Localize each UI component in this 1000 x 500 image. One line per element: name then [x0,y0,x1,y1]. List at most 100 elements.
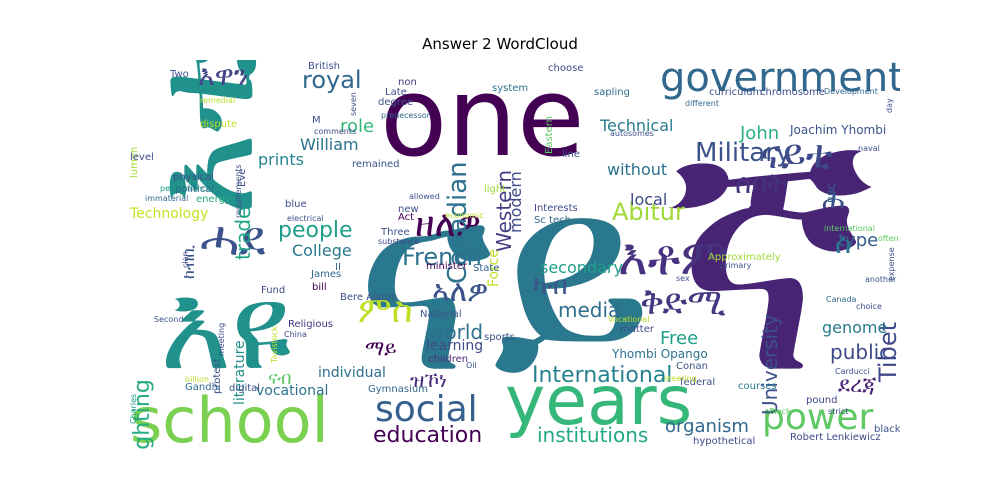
word-religious: Religious [288,319,333,330]
word-local: local [630,190,668,209]
word-predecessor: predecessor [381,111,430,120]
word-pound: pound [806,395,838,406]
word-non: non [398,77,417,88]
word-minister: minister [426,261,468,272]
word-approximately: Approximately [708,252,781,263]
word-political: political [175,184,215,195]
word-m: M [312,115,321,126]
word-often: often [878,234,899,243]
word-carducci: Carducci [835,367,870,376]
word-different: different [685,99,719,108]
word-ethiopic-24: ሰባት [735,167,787,200]
word-new: new [398,204,419,215]
word-ethiopic-21: ምስ [358,290,413,331]
word-power: power [762,397,874,438]
word-ethiopic-6: እዩ [160,258,292,397]
word-interests: Interests [534,203,578,214]
word-ethiopic-2: ናይ [355,129,653,431]
word-china: China [284,330,307,339]
word-gandhi: Gandhi [185,382,221,393]
word-institutions: institutions [537,423,649,447]
word-james: James [311,269,342,280]
word-ethiopic-54: ሰ [835,227,852,260]
word-remained: remained [352,159,400,170]
word-bbc: BBC [827,181,838,203]
word-ethiopic-55: ሐ [822,182,845,215]
word-ethiopic-8: ናይቲ [760,132,833,178]
word-people: people [278,218,353,243]
word-comments: comments [314,127,357,136]
word-steering: steering [664,374,697,383]
word-without: without [607,160,668,179]
word-ethiopic-31: ካብ [533,271,568,301]
word-curriculum: curriculum [709,87,763,98]
word-ethiopic-12: ሓደ [200,211,266,267]
word-late: Late [385,87,407,98]
word-media: media [558,298,621,322]
word-social: social [375,389,478,430]
word-ethiopic-50: ናብ [268,368,292,389]
word-william: William [300,135,359,154]
word-two: Two [170,69,189,80]
word-choose: choose [548,63,584,74]
word-energy: energy [196,194,231,205]
word-role: role [340,116,375,137]
word-ethiopic-13: እዋን [198,60,249,92]
word-seven: seven [349,92,358,116]
word-years: years [505,362,693,441]
word-school: school [130,384,329,451]
word-charles: Charles [129,393,138,424]
word-allowed: allowed [409,192,440,201]
word-billion: billion [185,375,209,384]
word-system: system [492,83,529,94]
word-ethiopic-48: ማይ [365,336,397,360]
word-british: British [308,61,340,72]
word-eastern: Eastern [544,115,555,154]
word-act: Act [398,212,415,223]
word-state: State [473,263,500,274]
word-oil: Oil [466,361,477,370]
word-ethiopic-17: ቅድሚ [640,282,726,323]
word-sex: sex [676,274,690,283]
word-technical: Technical [600,116,674,135]
word-organism: organism [665,416,749,437]
word-development: Development [824,87,878,96]
word-clan: clan [181,251,190,268]
word-ethiopic-16: ኣለዎ [432,274,489,309]
word-degree: degree [378,97,414,108]
word-economic: economic [445,211,484,220]
word-robert-lenkiewicz: Robert Lenkiewicz [790,432,881,443]
word-ethiopic-61: ዝኾነ [410,368,447,392]
word-gymnasium: Gymnasium [368,384,428,395]
word-strict: strict [828,407,849,416]
word-level: level [130,152,154,163]
word-another: another [865,275,897,284]
word-remedial: remedial [200,96,236,105]
word-second: Second [154,315,184,324]
word-abitur: Abitur [612,198,685,226]
word-prints: prints [258,150,304,169]
word-college: College [292,241,352,260]
word-line: line [562,149,581,160]
word-international: international [824,224,875,233]
word-physical: physical [173,172,214,183]
word-international: International [532,363,673,388]
word-autosomes: autosomes [610,129,654,138]
word-immaterial: immaterial [145,194,189,203]
word-choice: choice [856,302,882,311]
word-bere-alston: Bere Alston [340,292,398,303]
word-secondary: secondary [540,258,623,277]
word-ethiopic-14: ዘለዎ [415,204,482,245]
word-literature: literature [232,340,248,405]
word-light: light [484,184,507,195]
word-digital: digital [229,383,261,394]
word-bill: bill [312,282,327,293]
word-children: children [428,354,469,365]
word-primary: primary [720,261,752,270]
word-electrical: electrical [287,214,324,223]
word-genome: genome [822,318,888,337]
word-matter: matter [620,324,654,335]
word-fund: Fund [261,285,286,296]
word-ethiopic-41: ደረጃ [838,373,877,398]
word-chromosome: chromosome [760,87,825,98]
